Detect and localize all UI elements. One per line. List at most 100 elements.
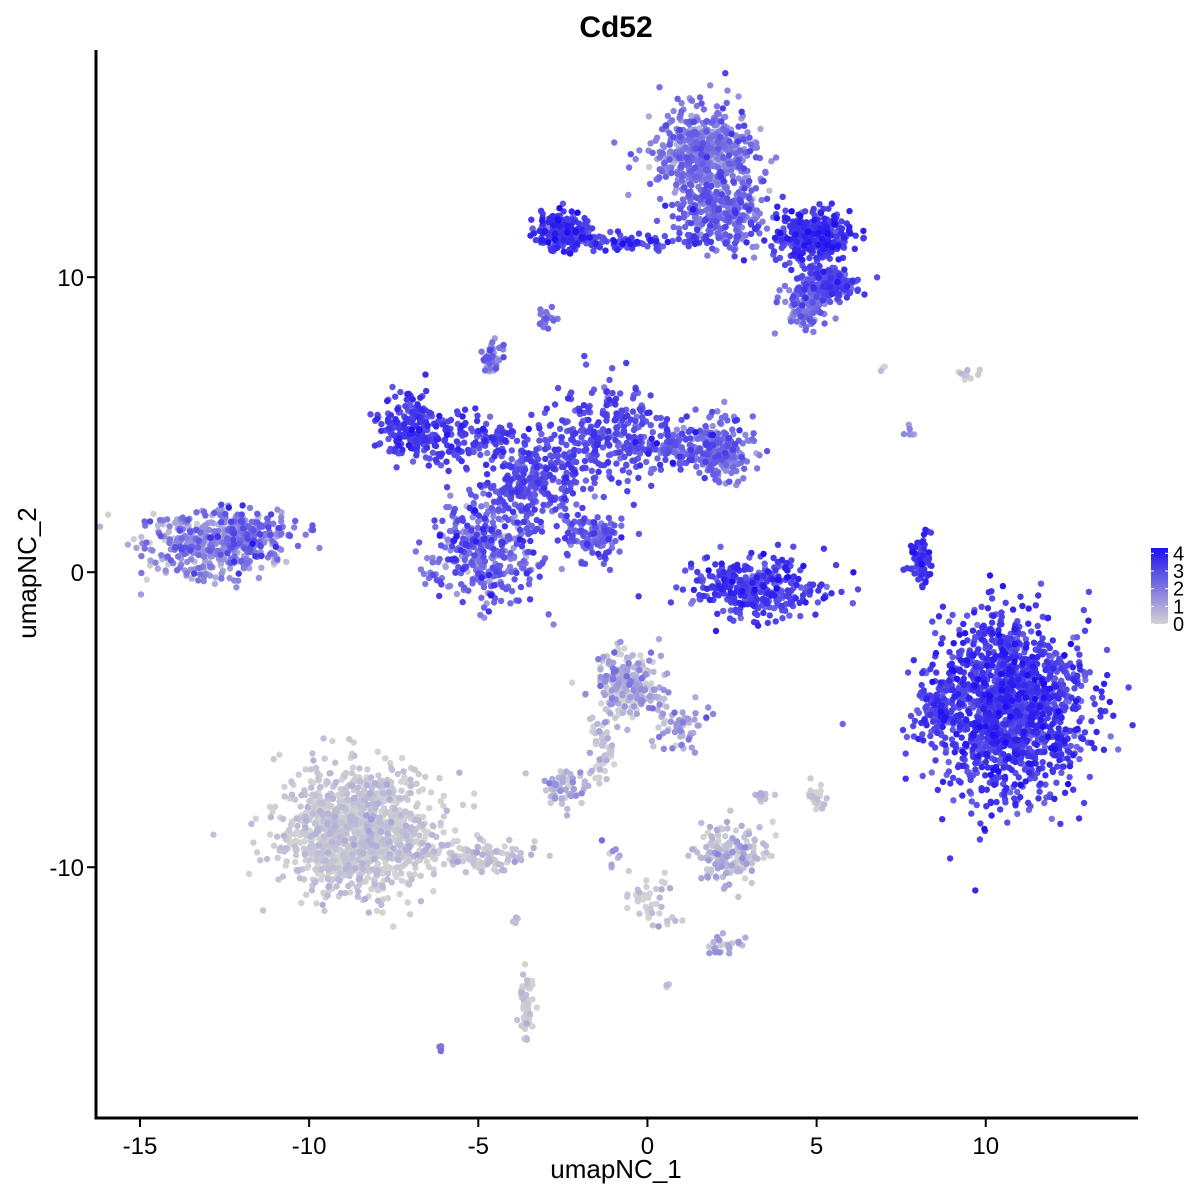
cell-point: [329, 737, 336, 745]
cell-point: [716, 439, 723, 446]
cell-point: [301, 851, 308, 858]
cell-point: [324, 779, 331, 786]
cell-point: [391, 870, 399, 877]
cell-point: [1037, 580, 1045, 587]
cell-point: [409, 458, 417, 465]
cell-point: [343, 823, 350, 830]
cell-point: [726, 138, 733, 145]
cell-point: [621, 645, 628, 652]
cell-point: [470, 855, 477, 862]
cell-point: [384, 870, 392, 877]
cell-point: [141, 518, 148, 525]
cell-point: [669, 213, 676, 220]
cell-point: [693, 463, 700, 470]
cell-point: [453, 590, 461, 598]
cell-point: [648, 737, 656, 745]
cell-point: [1115, 746, 1122, 753]
cell-point: [339, 804, 346, 811]
cell-point: [626, 709, 634, 716]
cell-point: [679, 709, 686, 716]
cell-point: [197, 571, 204, 578]
cell-point: [425, 863, 433, 870]
cell-point: [195, 577, 202, 584]
cell-point: [280, 832, 287, 839]
cell-point: [440, 792, 447, 799]
cell-point: [685, 736, 692, 743]
cell-point: [324, 792, 331, 799]
cell-point: [241, 545, 248, 552]
cell-point: [361, 895, 369, 903]
cell-point: [639, 896, 646, 903]
cell-point: [679, 719, 687, 726]
cell-point: [426, 804, 433, 812]
cell-point: [149, 547, 156, 554]
cell-point: [156, 516, 164, 524]
cell-point: [754, 855, 761, 862]
cell-point: [521, 961, 529, 968]
cell-point: [756, 452, 763, 459]
cell-point: [523, 1020, 530, 1027]
cell-point: [717, 133, 724, 141]
cell-point: [269, 808, 276, 815]
cell-point: [398, 870, 405, 877]
cell-point: [157, 532, 164, 540]
cell-point: [382, 755, 389, 762]
cell-point: [509, 851, 516, 859]
cell-point: [597, 673, 604, 681]
cell-point: [691, 716, 698, 723]
cell-point: [877, 367, 885, 375]
cell-point: [723, 818, 731, 826]
cell-point: [443, 807, 450, 814]
cell-point: [667, 718, 674, 725]
cell-point: [470, 803, 478, 810]
cell-point: [386, 796, 393, 803]
cell-point: [616, 548, 623, 555]
cell-point: [396, 842, 404, 849]
cell-point: [670, 107, 677, 115]
cell-point: [447, 492, 454, 499]
cell-point: [429, 449, 437, 456]
cell-point: [350, 835, 357, 843]
cell-point: [719, 930, 727, 937]
cell-point: [596, 728, 603, 735]
cell-point: [328, 839, 336, 846]
cell-point: [697, 208, 705, 216]
cell-point: [753, 465, 761, 472]
cell-point: [356, 801, 363, 809]
cell-point: [379, 909, 386, 916]
cell-point: [379, 883, 386, 890]
cell-point: [507, 549, 514, 557]
cell-point: [440, 813, 448, 820]
cell-point: [709, 710, 717, 718]
cell-point: [450, 838, 458, 845]
cell-point: [588, 767, 595, 774]
cell-point: [511, 858, 518, 865]
cell-point: [758, 196, 765, 204]
cell-point: [1107, 733, 1114, 740]
cell-point: [396, 890, 404, 898]
cell-point: [611, 714, 619, 722]
cell-point: [195, 551, 202, 558]
cell-point: [347, 889, 354, 896]
cell-point: [473, 849, 481, 856]
cell-point: [474, 518, 482, 525]
cell-point: [519, 971, 527, 978]
cell-point: [595, 656, 602, 663]
cell-point: [656, 174, 663, 181]
cell-point: [430, 866, 437, 873]
cell-point: [398, 787, 405, 794]
cell-point: [392, 827, 399, 834]
cell-point: [407, 810, 414, 818]
cell-point: [668, 169, 675, 177]
cell-point: [352, 865, 359, 872]
cell-point: [703, 843, 710, 851]
cell-point: [624, 904, 631, 912]
cell-point: [252, 815, 260, 822]
cell-point: [745, 830, 753, 838]
cell-point: [655, 635, 663, 643]
cell-point: [302, 531, 309, 538]
cell-point: [322, 857, 329, 864]
cell-point: [312, 879, 319, 886]
cell-point: [729, 848, 736, 856]
cell-point: [610, 668, 618, 676]
